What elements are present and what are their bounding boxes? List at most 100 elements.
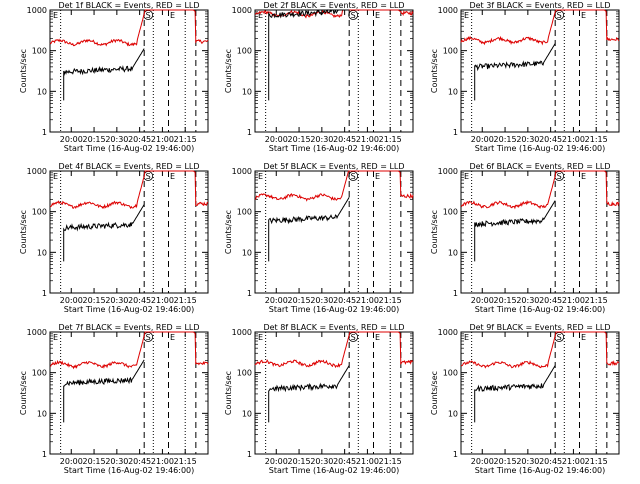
y-axis-label: Counts/sec [430,371,439,415]
x-tick-label: 20:00 [60,135,83,144]
lld-series-line [49,170,209,210]
x-axis-label: Start Time (16-Aug-02 19:46:00) [64,466,195,475]
start-marker-label: S [557,333,562,342]
x-tick-label: 20:45 [128,296,151,305]
y-tick-label: 1 [42,289,47,298]
y-tick-label: 1000 [27,328,47,337]
x-tick-label: 21:00 [151,135,174,144]
x-tick-label: 20:15 [288,296,311,305]
x-axis-label: Start Time (16-Aug-02 19:46:00) [475,144,606,153]
panel-title: Det 6f BLACK = Events, RED = LLD [469,162,610,171]
x-tick-label: 20:30 [516,296,539,305]
x-tick-label: 20:30 [310,457,333,466]
y-axis-label: Counts/sec [19,49,28,93]
y-tick-label: 100 [443,208,458,217]
y-tick-label: 10 [448,87,458,96]
y-tick-label: 10 [242,409,252,418]
y-tick-label: 100 [443,47,458,56]
y-axis-label: Counts/sec [430,210,439,254]
start-marker-label: S [351,333,356,342]
panel-5: Det 5f BLACK = Events, RED = LLD 1 10 100 10… [224,162,414,314]
x-tick-label: 20:00 [471,457,494,466]
end-marker-label: E [581,333,586,342]
start-marker-label: S [351,11,356,20]
x-axis-label: Start Time (16-Aug-02 19:46:00) [269,305,400,314]
plot-frame [254,331,414,455]
y-axis-label: Counts/sec [19,210,28,254]
panel-2: Det 2f BLACK = Events, RED = LLD 1 10 100 10… [224,1,414,153]
x-tick-label: 20:45 [539,296,562,305]
x-tick-label: 20:30 [105,296,128,305]
x-tick-label: 21:15 [585,135,608,144]
x-tick-label: 20:45 [539,457,562,466]
y-tick-label: 10 [37,248,47,257]
y-tick-label: 10 [448,409,458,418]
events-series-line [474,43,556,101]
plot-frame [460,170,620,294]
end-marker-label: E [464,333,469,342]
x-tick-label: 21:00 [356,457,379,466]
x-tick-label: 20:15 [288,457,311,466]
y-tick-label: 100 [32,369,47,378]
y-tick-label: 1000 [232,167,252,176]
x-tick-label: 20:00 [265,135,288,144]
end-marker-label: E [375,11,380,20]
y-tick-label: 1 [42,128,47,137]
panel-4: Det 4f BLACK = Events, RED = LLD 1 10 100 10… [19,162,209,314]
events-series-line [268,197,350,262]
x-tick-label: 21:15 [379,296,402,305]
panel-7: Det 7f BLACK = Events, RED = LLD 1 10 100 10… [19,323,209,475]
lld-series-line [49,9,209,47]
y-tick-label: 10 [242,87,252,96]
end-marker-label: E [375,172,380,181]
x-tick-label: 20:45 [333,457,356,466]
start-marker-label: S [146,11,151,20]
x-tick-label: 20:15 [288,135,311,144]
plot-frame [254,170,414,294]
x-tick-label: 20:15 [494,296,517,305]
x-tick-label: 20:15 [83,296,106,305]
x-tick-label: 20:30 [516,135,539,144]
end-marker-label: E [170,333,175,342]
panel-title: Det 7f BLACK = Events, RED = LLD [58,323,199,332]
y-axis-label: Counts/sec [224,49,233,93]
x-tick-label: 21:00 [562,296,585,305]
y-tick-label: 1000 [27,6,47,15]
x-tick-label: 21:15 [379,135,402,144]
x-tick-label: 20:45 [333,135,356,144]
events-series-line [474,200,556,262]
x-tick-label: 20:30 [310,135,333,144]
end-marker-label: E [464,11,469,20]
x-tick-label: 20:30 [105,135,128,144]
y-tick-label: 1 [42,450,47,459]
plot-frame [49,170,209,294]
end-marker-label: E [464,172,469,181]
events-series-line [474,365,556,423]
x-tick-label: 20:15 [494,135,517,144]
events-series-line [268,365,350,423]
y-tick-label: 10 [448,248,458,257]
y-tick-label: 100 [32,47,47,56]
x-axis-label: Start Time (16-Aug-02 19:46:00) [64,305,195,314]
x-axis-label: Start Time (16-Aug-02 19:46:00) [475,305,606,314]
y-tick-label: 1 [453,128,458,137]
plot-frame [460,331,620,455]
events-series-line [268,9,350,101]
end-marker-label: E [581,172,586,181]
start-marker-label: S [351,172,356,181]
panel-1: Det 1f BLACK = Events, RED = LLD 1 10 100 10… [19,1,209,153]
lld-series-line [49,331,209,370]
events-series-line [63,204,145,262]
end-marker-label: E [258,333,263,342]
x-axis-label: Start Time (16-Aug-02 19:46:00) [64,144,195,153]
end-marker-label: E [258,172,263,181]
x-tick-label: 20:30 [105,457,128,466]
plot-frame [49,9,209,133]
y-axis-label: Counts/sec [224,371,233,415]
y-tick-label: 1000 [232,6,252,15]
events-series-line [63,48,145,101]
y-tick-label: 1 [247,450,252,459]
panel-title: Det 8f BLACK = Events, RED = LLD [263,323,404,332]
